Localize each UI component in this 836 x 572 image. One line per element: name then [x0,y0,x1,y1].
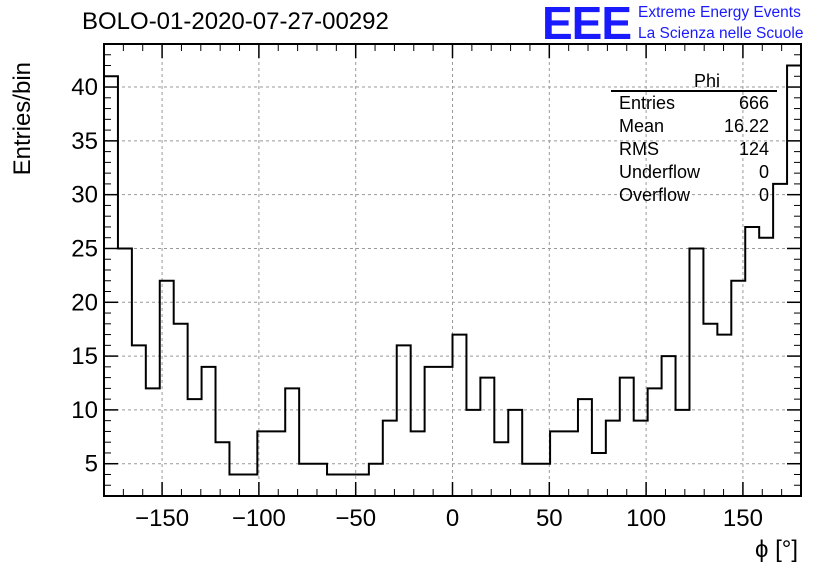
histogram-bin [146,388,160,496]
histogram-bars [104,64,801,496]
y-tick-label: 30 [71,182,98,209]
histogram-bin [369,464,383,496]
y-tick-label: 35 [71,128,98,155]
histogram-outline [104,64,801,476]
stats-box: Phi Entries 666 Mean 16.22 RMS 124 Under… [611,70,777,207]
stats-row-overflow: Overflow 0 [611,184,777,207]
histogram-bin [313,464,327,496]
stats-divider [611,90,777,92]
histogram-bin [662,356,676,496]
stats-value: 0 [758,185,769,205]
histogram-bin [327,474,341,496]
histogram-bin [425,367,439,496]
histogram-bin [620,378,634,496]
histogram-bin [341,474,355,496]
x-tick-label: 50 [536,505,563,532]
histogram-bin [188,399,202,496]
axis-ticks [103,44,802,496]
histogram-bin [689,248,703,496]
histogram-bin [271,431,285,496]
histogram-bin [494,442,508,496]
histogram-bin [411,431,425,496]
stats-value: 0 [758,162,769,182]
histogram-bin [104,76,118,496]
histogram-bin [759,238,773,496]
y-tick-label: 10 [71,397,98,424]
histogram-bin [285,388,299,496]
histogram-bin [229,474,243,496]
chart-title: BOLO-01-2020-07-27-00292 [82,8,389,35]
histogram-bin [522,464,536,496]
histogram-bin [299,464,313,496]
histogram-bin [508,410,522,496]
stats-row-rms: RMS 124 [611,138,777,161]
histogram-bin [676,410,690,496]
histogram-bin [606,421,620,496]
logo-subtitle-1: Extreme Energy Events [638,4,801,21]
histogram-bin [355,474,369,496]
y-tick-label: 5 [85,451,98,478]
y-axis-label: Entries/bin [9,62,36,175]
y-tick-label: 20 [71,289,98,316]
stats-label: RMS [619,139,659,159]
x-tick-label: −100 [232,505,286,532]
histogram-bin [731,281,745,496]
histogram-bin [383,421,397,496]
histogram-bin [174,324,188,496]
grid-lines [104,44,801,496]
histogram-bin [202,367,216,496]
stats-row-entries: Entries 666 [611,92,777,115]
x-tick-label: −150 [135,505,189,532]
histogram-bin [745,227,759,496]
histogram-bin [717,335,731,496]
histogram-bin [216,442,230,496]
histogram-bin [453,335,467,496]
histogram-bin [132,345,146,496]
histogram-bin [536,464,550,496]
x-axis-label: ϕ [°] [755,536,798,563]
y-tick-label: 40 [71,74,98,101]
stats-row-underflow: Underflow 0 [611,161,777,184]
stats-label: Underflow [619,162,701,182]
stats-value: 16.22 [723,116,769,136]
stats-label: Overflow [619,185,691,205]
logo-subtitle-2: La Scienza nelle Scuole [638,25,804,42]
stats-row-mean: Mean 16.22 [611,115,777,138]
histogram-bin [648,388,662,496]
histogram-bin [592,453,606,496]
stats-label: Mean [619,116,665,136]
eee-logo: EEE [542,0,632,49]
histogram-bin [578,399,592,496]
x-tick-label: −50 [335,505,376,532]
x-tick-label: 150 [723,505,763,532]
x-tick-label: 0 [446,505,459,532]
histogram-bin [564,431,578,496]
histogram-bin [773,184,787,496]
y-tick-label: 15 [71,343,98,370]
histogram-bin [703,324,717,496]
x-tick-label: 100 [626,505,666,532]
histogram-bin [439,367,453,496]
stats-label: Entries [619,93,676,113]
histogram-bin [397,345,411,496]
histogram-bin [160,281,174,496]
stats-value: 124 [738,139,769,159]
histogram-bin [480,378,494,496]
stats-value: 666 [738,93,769,113]
y-tick-label: 25 [71,235,98,262]
histogram-bin [118,248,132,496]
histogram-bin [466,410,480,496]
histogram-bin [243,474,257,496]
tick-labels: −150 −100 −50 0 50 100 150 5 10 15 20 25 30 35 40 [71,74,763,532]
histogram-bin [550,431,564,496]
stats-title: Phi [693,71,720,91]
